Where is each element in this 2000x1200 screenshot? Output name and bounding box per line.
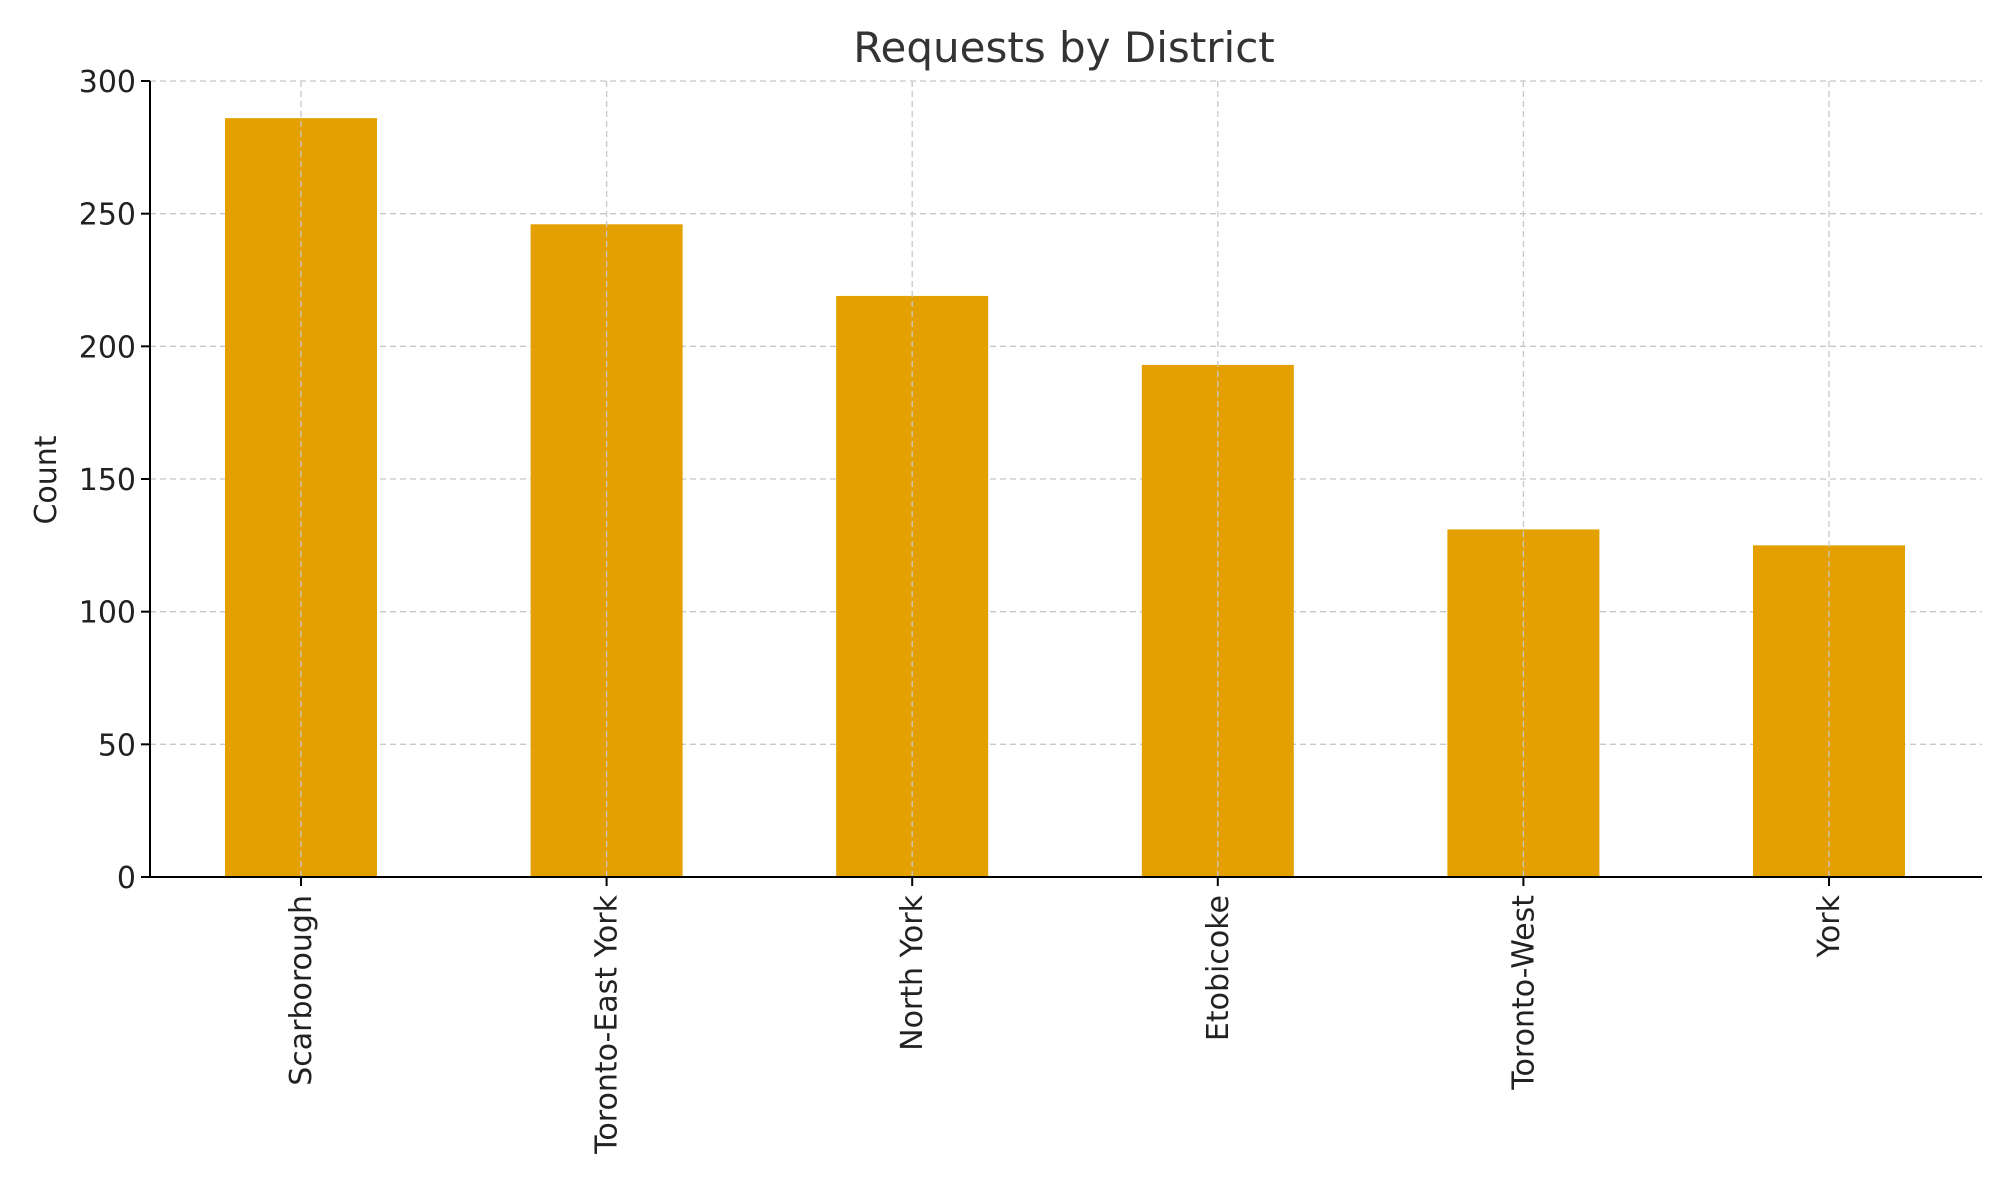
x-tick-label: Toronto-East York	[590, 894, 625, 1154]
x-tick-layer: Scarborough Toronto-East York North York Et…	[284, 877, 1847, 1155]
x-tick-label: North York	[895, 894, 930, 1050]
x-tick-label: York	[1812, 894, 1847, 958]
bar-layer	[225, 118, 1905, 877]
y-tick-layer: 0 50 100 150 200 250 300	[79, 65, 150, 896]
x-tick-label: Etobicoke	[1201, 895, 1236, 1041]
y-tick-label: 150	[79, 463, 136, 498]
grid-layer	[150, 80, 1982, 878]
x-tick-label: Toronto-West	[1506, 895, 1541, 1091]
y-tick-label: 300	[79, 65, 136, 100]
y-tick-label: 200	[79, 330, 136, 365]
y-tick-label: 50	[98, 728, 136, 763]
y-tick-label: 250	[79, 198, 136, 233]
vertical-grid-layer	[300, 81, 1830, 877]
y-tick-label: 100	[79, 596, 136, 631]
y-tick-label: 0	[117, 861, 136, 896]
chart-title: Requests by District	[853, 23, 1275, 72]
y-axis-label: Count	[29, 435, 64, 524]
x-tick-label: Scarborough	[284, 895, 319, 1086]
